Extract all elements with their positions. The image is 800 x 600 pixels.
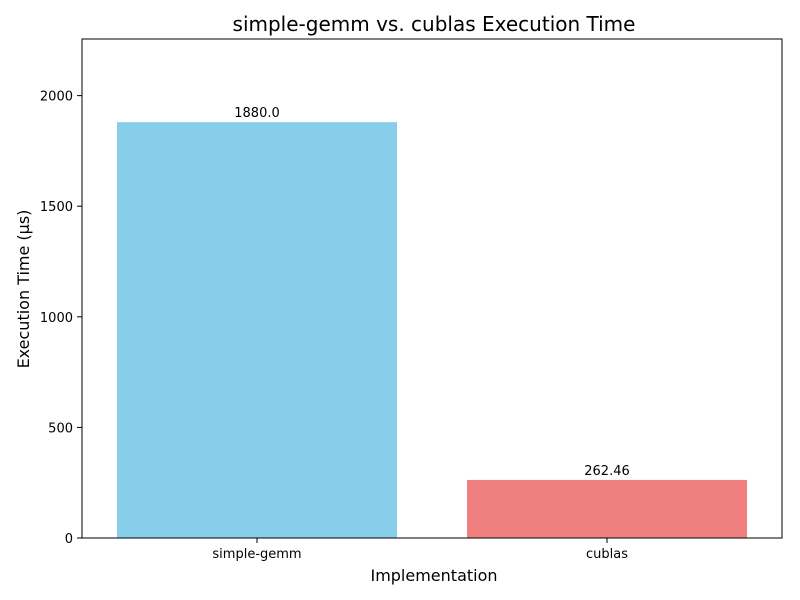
- bar-cublas: [467, 479, 747, 538]
- y-tick-label: 0: [65, 532, 73, 547]
- x-tick-label: cublas: [586, 547, 628, 562]
- y-tick-label: 500: [48, 421, 73, 436]
- y-axis-label: Execution Time (µs): [14, 210, 33, 369]
- y-tick-label: 2000: [40, 90, 73, 105]
- plot-area: 1880.0 simple-gemm 262.46 cublas 0 500 1000 150…: [40, 38, 783, 562]
- y-tick-label: 1500: [40, 200, 73, 215]
- x-tick-label: simple-gemm: [212, 547, 301, 562]
- bar-value-label: 262.46: [584, 464, 630, 479]
- y-tick-label: 1000: [40, 311, 73, 326]
- x-axis-label: Implementation: [370, 566, 497, 585]
- bar-simple-gemm: [117, 122, 397, 539]
- plot-frame: [81, 38, 783, 539]
- bar-value-label: 1880.0: [234, 106, 280, 121]
- chart-title: simple-gemm vs. cublas Execution Time: [233, 12, 636, 36]
